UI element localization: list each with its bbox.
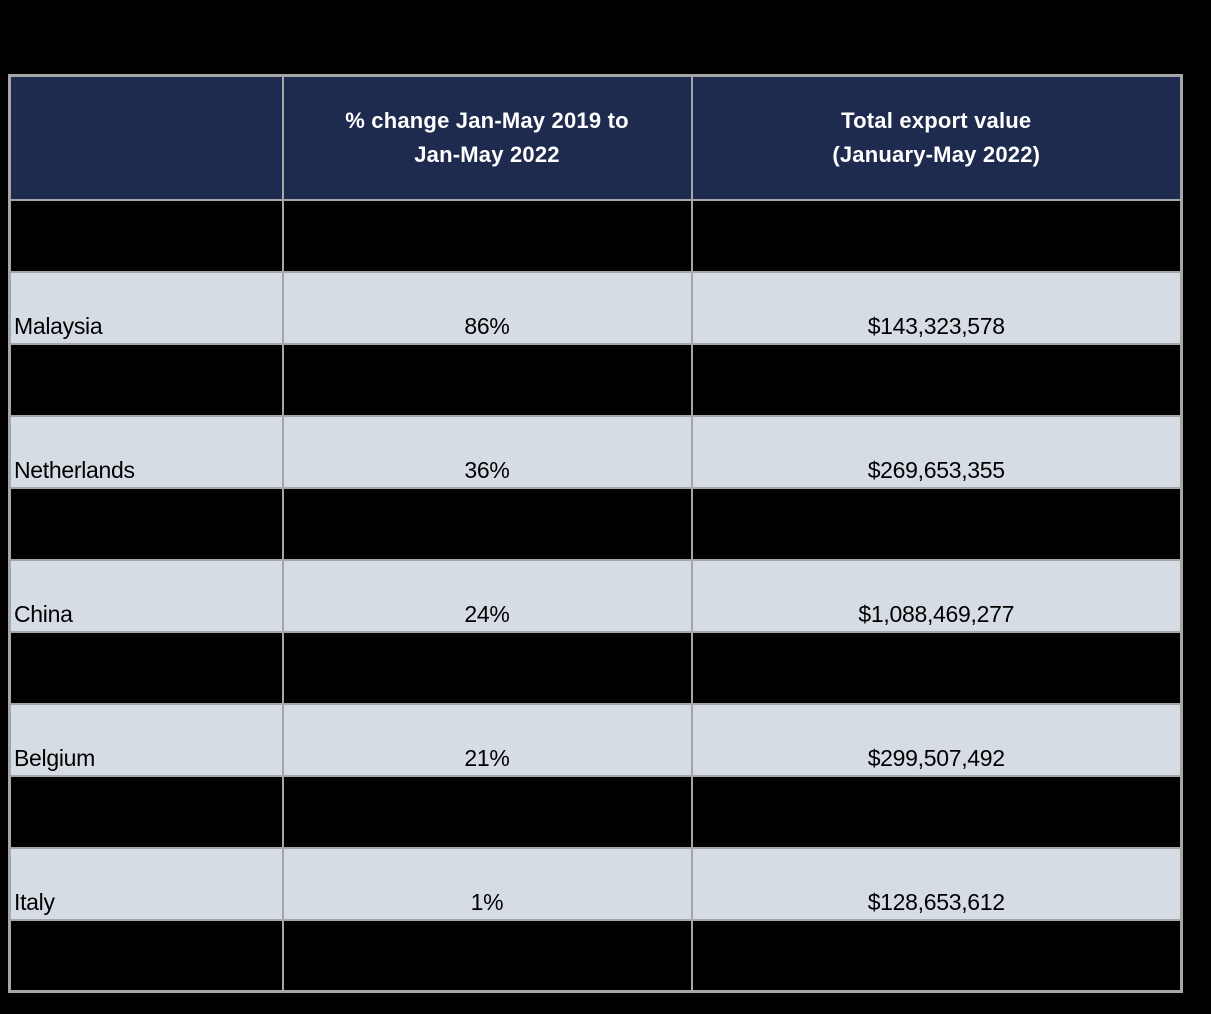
- redacted-cell: [281, 198, 693, 273]
- redacted-cell: [8, 630, 284, 705]
- export-table-container: % change Jan-May 2019 to Jan-May 2022 To…: [8, 74, 1183, 993]
- redacted-row: [8, 918, 1183, 993]
- redacted-row: [8, 630, 1183, 705]
- redacted-cell: [281, 342, 693, 417]
- pct-change-cell: 86%: [281, 270, 693, 345]
- header-cell-country: [8, 74, 284, 201]
- table-row-netherlands: Netherlands 36% $269,653,355: [8, 414, 1183, 489]
- redacted-cell: [690, 630, 1183, 705]
- table-row-belgium: Belgium 21% $299,507,492: [8, 702, 1183, 777]
- redacted-cell: [8, 486, 284, 561]
- redacted-cell: [690, 486, 1183, 561]
- redacted-row: [8, 774, 1183, 849]
- country-cell: Belgium: [8, 702, 284, 777]
- export-value-cell: $299,507,492: [690, 702, 1183, 777]
- redacted-cell: [8, 918, 284, 993]
- redacted-cell: [8, 342, 284, 417]
- export-value-cell: $128,653,612: [690, 846, 1183, 921]
- pct-change-cell: 1%: [281, 846, 693, 921]
- redacted-row: [8, 198, 1183, 273]
- table-row-china: China 24% $1,088,469,277: [8, 558, 1183, 633]
- country-cell: China: [8, 558, 284, 633]
- pct-change-cell: 36%: [281, 414, 693, 489]
- redacted-cell: [690, 774, 1183, 849]
- redacted-cell: [8, 198, 284, 273]
- table-row-malaysia: Malaysia 86% $143,323,578: [8, 270, 1183, 345]
- redacted-cell: [281, 630, 693, 705]
- pct-change-cell: 24%: [281, 558, 693, 633]
- redacted-cell: [281, 774, 693, 849]
- header-row: % change Jan-May 2019 to Jan-May 2022 To…: [8, 74, 1183, 201]
- export-table: % change Jan-May 2019 to Jan-May 2022 To…: [8, 74, 1183, 993]
- export-value-cell: $269,653,355: [690, 414, 1183, 489]
- export-value-cell: $1,088,469,277: [690, 558, 1183, 633]
- pct-change-cell: 21%: [281, 702, 693, 777]
- redacted-cell: [281, 918, 693, 993]
- redacted-cell: [281, 486, 693, 561]
- header-cell-export-value: Total export value (January-May 2022): [690, 74, 1183, 201]
- redacted-row: [8, 486, 1183, 561]
- table-row-italy: Italy 1% $128,653,612: [8, 846, 1183, 921]
- country-cell: Italy: [8, 846, 284, 921]
- export-value-cell: $143,323,578: [690, 270, 1183, 345]
- country-cell: Malaysia: [8, 270, 284, 345]
- redacted-cell: [690, 918, 1183, 993]
- redacted-cell: [690, 198, 1183, 273]
- redacted-cell: [690, 342, 1183, 417]
- redacted-cell: [8, 774, 284, 849]
- redacted-row: [8, 342, 1183, 417]
- header-cell-pct-change: % change Jan-May 2019 to Jan-May 2022: [281, 74, 693, 201]
- country-cell: Netherlands: [8, 414, 284, 489]
